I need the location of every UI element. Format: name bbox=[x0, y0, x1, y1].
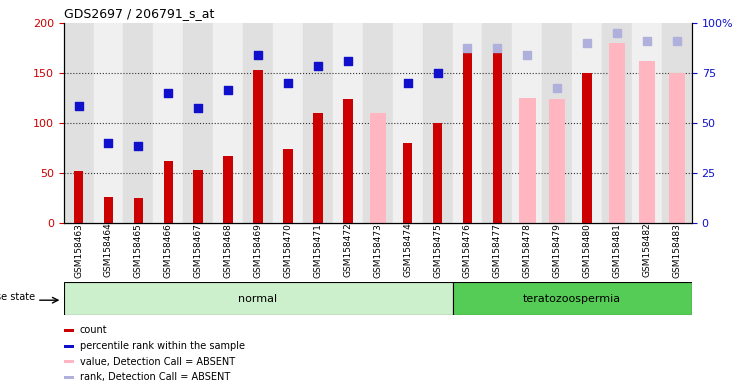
Point bbox=[521, 52, 533, 58]
Text: teratozoospermia: teratozoospermia bbox=[523, 293, 622, 304]
Text: GSM158471: GSM158471 bbox=[313, 223, 322, 278]
Bar bbox=[64, 345, 74, 348]
Bar bbox=[64, 282, 453, 315]
Bar bbox=[254, 70, 263, 223]
Point bbox=[312, 63, 324, 69]
Bar bbox=[463, 45, 472, 223]
Point bbox=[611, 30, 623, 36]
Bar bbox=[303, 23, 333, 223]
Bar bbox=[493, 45, 502, 223]
Text: GSM158463: GSM158463 bbox=[74, 223, 83, 278]
Point bbox=[491, 45, 503, 51]
Bar bbox=[243, 23, 273, 223]
Point bbox=[162, 90, 174, 96]
Bar bbox=[313, 113, 322, 223]
Text: GSM158465: GSM158465 bbox=[134, 223, 143, 278]
Bar bbox=[609, 43, 625, 223]
Bar bbox=[134, 198, 143, 223]
Bar bbox=[583, 73, 592, 223]
Point bbox=[222, 87, 234, 93]
Text: GSM158466: GSM158466 bbox=[164, 223, 173, 278]
Bar bbox=[123, 23, 153, 223]
Bar bbox=[662, 23, 692, 223]
Text: GSM158470: GSM158470 bbox=[283, 223, 292, 278]
Text: value, Detection Call = ABSENT: value, Detection Call = ABSENT bbox=[80, 357, 235, 367]
Point bbox=[342, 58, 354, 64]
Point bbox=[252, 52, 264, 58]
Point bbox=[432, 70, 444, 76]
Bar bbox=[64, 376, 74, 379]
Bar bbox=[433, 123, 442, 223]
Bar bbox=[639, 61, 655, 223]
Bar bbox=[153, 23, 183, 223]
Bar bbox=[164, 161, 173, 223]
Point bbox=[671, 38, 683, 44]
Bar bbox=[393, 23, 423, 223]
Text: GSM158464: GSM158464 bbox=[104, 223, 113, 278]
Bar bbox=[283, 149, 292, 223]
Text: disease state: disease state bbox=[0, 292, 35, 302]
Text: GSM158473: GSM158473 bbox=[373, 223, 382, 278]
Bar bbox=[64, 360, 74, 363]
Text: GSM158482: GSM158482 bbox=[643, 223, 652, 278]
Bar bbox=[363, 23, 393, 223]
Point bbox=[192, 105, 204, 111]
Bar bbox=[602, 23, 632, 223]
Point bbox=[132, 143, 144, 149]
Point bbox=[102, 140, 114, 146]
Text: GSM158481: GSM158481 bbox=[613, 223, 622, 278]
Text: rank, Detection Call = ABSENT: rank, Detection Call = ABSENT bbox=[80, 372, 230, 382]
Bar bbox=[632, 23, 662, 223]
Bar bbox=[343, 99, 352, 223]
Bar bbox=[333, 23, 363, 223]
Bar bbox=[512, 23, 542, 223]
Bar bbox=[94, 23, 123, 223]
Bar bbox=[453, 23, 482, 223]
Text: GSM158476: GSM158476 bbox=[463, 223, 472, 278]
Text: GSM158469: GSM158469 bbox=[254, 223, 263, 278]
Text: GSM158480: GSM158480 bbox=[583, 223, 592, 278]
Text: GSM158477: GSM158477 bbox=[493, 223, 502, 278]
Text: GSM158479: GSM158479 bbox=[553, 223, 562, 278]
Bar bbox=[74, 171, 83, 223]
Text: GSM158478: GSM158478 bbox=[523, 223, 532, 278]
Text: normal: normal bbox=[239, 293, 278, 304]
Point bbox=[402, 80, 414, 86]
Point bbox=[282, 80, 294, 86]
Text: count: count bbox=[80, 326, 108, 336]
Bar bbox=[213, 23, 243, 223]
Text: GSM158483: GSM158483 bbox=[672, 223, 681, 278]
Point bbox=[462, 45, 473, 51]
Text: GSM158475: GSM158475 bbox=[433, 223, 442, 278]
Bar bbox=[104, 197, 113, 223]
Text: GSM158472: GSM158472 bbox=[343, 223, 352, 278]
Point bbox=[73, 103, 85, 109]
Bar bbox=[64, 23, 94, 223]
Text: GSM158467: GSM158467 bbox=[194, 223, 203, 278]
Bar bbox=[183, 23, 213, 223]
Bar bbox=[572, 23, 602, 223]
Point bbox=[551, 85, 563, 91]
Text: GSM158468: GSM158468 bbox=[224, 223, 233, 278]
Point bbox=[581, 40, 593, 46]
Bar bbox=[423, 23, 453, 223]
Bar bbox=[669, 73, 685, 223]
Bar bbox=[549, 99, 565, 223]
Bar bbox=[403, 143, 412, 223]
Bar bbox=[482, 23, 512, 223]
Bar bbox=[542, 23, 572, 223]
Text: percentile rank within the sample: percentile rank within the sample bbox=[80, 341, 245, 351]
Bar bbox=[194, 170, 203, 223]
Text: GDS2697 / 206791_s_at: GDS2697 / 206791_s_at bbox=[64, 7, 214, 20]
Bar bbox=[273, 23, 303, 223]
Bar bbox=[64, 329, 74, 332]
Text: GSM158474: GSM158474 bbox=[403, 223, 412, 278]
Bar bbox=[519, 98, 536, 223]
Bar bbox=[224, 156, 233, 223]
Bar bbox=[370, 113, 386, 223]
Point bbox=[641, 38, 653, 44]
Bar bbox=[453, 282, 692, 315]
